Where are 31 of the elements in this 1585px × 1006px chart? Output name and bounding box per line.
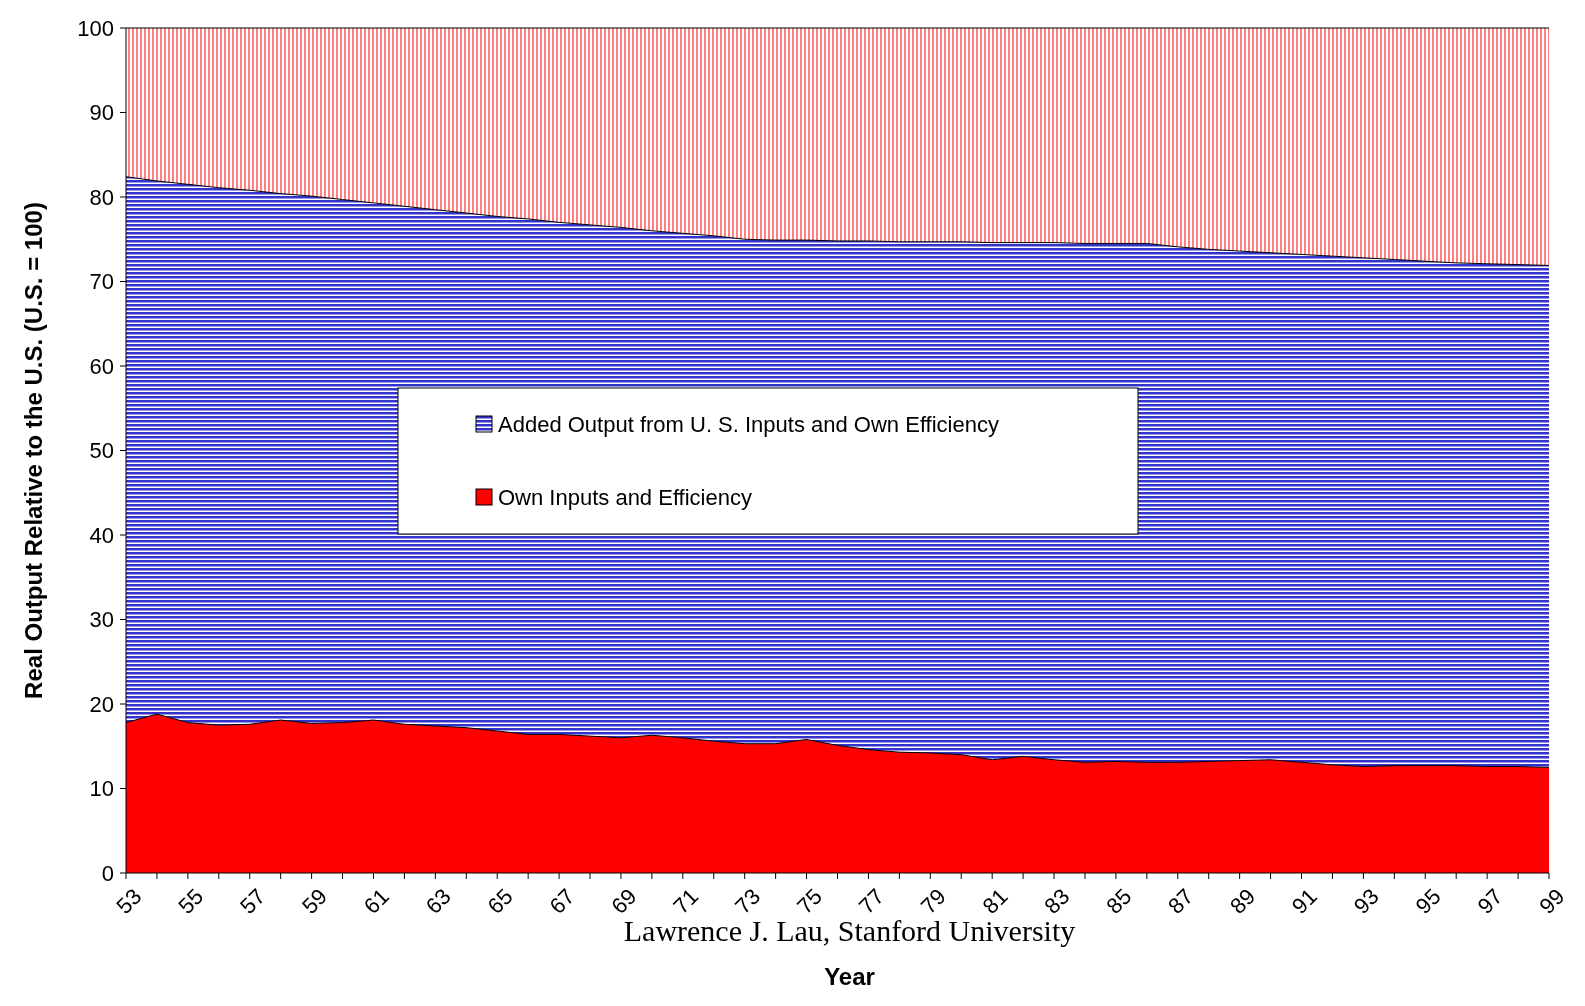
y-tick-label: 40 (89, 522, 114, 548)
y-tick-label: 50 (89, 438, 114, 464)
y-tick-label: 90 (89, 100, 114, 126)
x-axis-title: Year (824, 963, 875, 990)
x-tick-label: 61 (358, 883, 394, 919)
x-tick-label: 95 (1410, 883, 1446, 919)
x-tick-label: 87 (1163, 883, 1199, 919)
x-tick-label: 53 (111, 883, 147, 919)
y-axis-title: Real Output Relative to the U.S. (U.S. = 100) (20, 202, 47, 699)
legend-label: Own Inputs and Efficiency (498, 484, 752, 510)
x-tick-label: 99 (1534, 883, 1570, 919)
y-tick-label: 30 (89, 607, 114, 633)
x-tick-label: 57 (235, 883, 271, 919)
x-tick-label: 93 (1348, 883, 1384, 919)
legend-label: Added Output from U. S. Inputs and Own Efficiency (498, 411, 999, 437)
x-tick-label: 97 (1472, 883, 1508, 919)
y-tick-label: 0 (101, 860, 114, 886)
x-tick-label: 63 (420, 883, 456, 919)
y-tick-label: 100 (77, 15, 114, 41)
x-tick-label: 67 (544, 883, 580, 919)
y-tick-label: 10 (89, 776, 114, 802)
y-tick-label: 70 (89, 269, 114, 295)
x-tick-label: 55 (173, 883, 209, 919)
y-tick-label: 60 (89, 353, 114, 379)
x-tick-label: 65 (482, 883, 518, 919)
x-tick-label: 85 (1101, 883, 1137, 919)
y-tick-label: 80 (89, 184, 114, 210)
x-tick-label: 89 (1225, 883, 1261, 919)
x-tick-label: 91 (1286, 883, 1322, 919)
x-tick-label: 59 (297, 883, 333, 919)
y-tick-label: 20 (89, 691, 114, 717)
